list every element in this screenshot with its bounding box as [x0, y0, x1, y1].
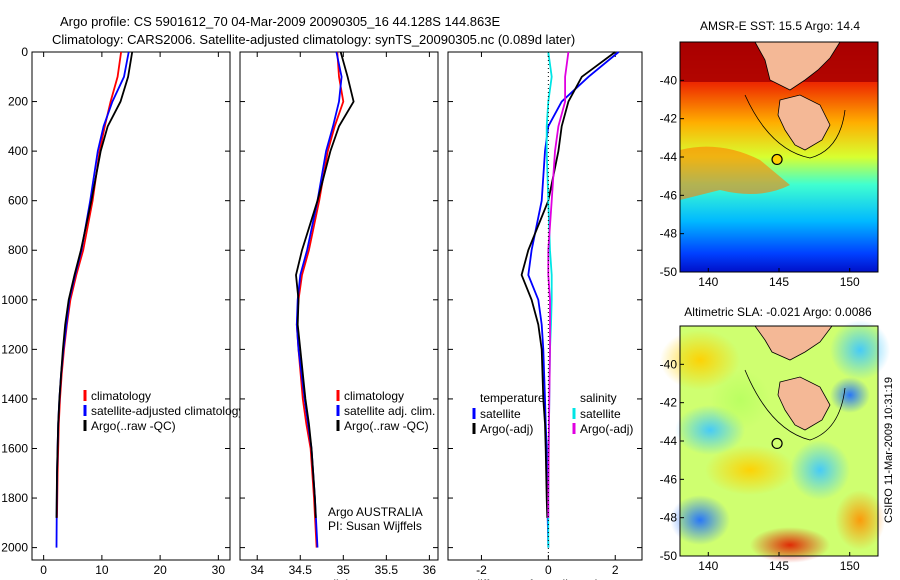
y-tick-label: 1800: [1, 491, 28, 505]
y-tick-label: -46: [660, 472, 678, 486]
legend-label: satellite: [580, 407, 621, 421]
x-tick-label: 0: [40, 563, 47, 577]
y-tick-label: 200: [8, 95, 28, 109]
x-axis-label: temperature: [99, 577, 164, 580]
y-tick-label: -42: [660, 112, 678, 126]
plot-frame: [447, 51, 643, 561]
salinity-panel: 34 34.5 35 35.5 36 salinity climatologysatelli…: [239, 51, 439, 580]
sst-front: [680, 146, 790, 200]
x-tick-label: 34: [251, 563, 265, 577]
sla-anomaly: [835, 490, 885, 550]
series-line-climatology: [295, 51, 345, 548]
y-tick-label: 2000: [1, 541, 28, 555]
x-tick-label: 150: [840, 559, 860, 573]
y-tick-label: -40: [660, 357, 678, 371]
y-tick-label: -40: [660, 73, 678, 87]
x-tick-label: 20: [153, 563, 167, 577]
y-tick-label: -50: [660, 265, 678, 279]
series-line-salinity-argo-adj-: [547, 51, 570, 518]
y-tick-label: -42: [660, 396, 678, 410]
sla-anomaly: [750, 527, 830, 563]
sla-map-title: Altimetric SLA: -0.021 Argo: 0.0086: [684, 305, 872, 319]
x-tick-label: 0: [545, 563, 552, 577]
isobath-line: [744, 369, 846, 441]
x-tick-label: 145: [769, 559, 789, 573]
island-shape: [777, 376, 831, 431]
x-tick-label: 36: [423, 563, 437, 577]
x-tick-label: 140: [698, 275, 718, 289]
x-tick-label: 34.5: [289, 563, 313, 577]
figure-title-line2: Climatology: CARS2006. Satellite-adjuste…: [52, 32, 575, 47]
y-tick-label: 1600: [1, 441, 28, 455]
temperature-panel: 0 10 20 30 0 200 400 600 800 1000 1200 1400 1600 1800…: [1, 45, 244, 580]
y-tick-label: -48: [660, 511, 678, 525]
difference-panel: -2 0 2difference from climatology temperatu…: [447, 51, 643, 580]
y-tick-label: -48: [660, 227, 678, 241]
series-line-argo-raw-qc-: [295, 51, 355, 518]
x-tick-label: 150: [840, 275, 860, 289]
sst-map-title: AMSR-E SST: 15.5 Argo: 14.4: [700, 19, 860, 33]
legend-label: satellite: [480, 407, 521, 421]
annotation-line: PI: Susan Wijffels: [328, 519, 422, 533]
y-tick-label: -44: [660, 150, 678, 164]
series-line-argo-raw-qc-: [55, 51, 134, 518]
y-tick-label: 1400: [1, 392, 28, 406]
mainland-shape: [754, 325, 833, 361]
plot-frame: [31, 51, 231, 561]
x-tick-label: 35: [337, 563, 351, 577]
x-tick-label: -2: [476, 563, 487, 577]
y-tick-label: 800: [8, 243, 28, 257]
y-tick-label: -44: [660, 434, 678, 448]
isobath-line: [744, 94, 846, 159]
y-tick-label: -50: [660, 549, 678, 563]
sla-anomaly: [705, 445, 795, 495]
side-stamp: CSIRO 11-Mar-2009 10:31:19: [883, 377, 895, 523]
sla-anomaly: [830, 320, 890, 380]
series-line-temperature-argo-adj-: [520, 51, 616, 518]
sla-anomaly: [670, 495, 730, 545]
legend-label: satellite-adjusted climatology: [91, 404, 244, 418]
x-tick-label: 30: [212, 563, 226, 577]
sla-map-panel: 140 145 150 -50 -48 -46 -44 -42 -40: [660, 320, 890, 573]
sla-anomaly: [710, 370, 770, 430]
legend-label: climatology: [91, 389, 151, 403]
argo-position-marker: [771, 153, 783, 166]
legend-group-title: temperature: [480, 391, 545, 405]
y-tick-label: 600: [8, 194, 28, 208]
y-tick-label: 1200: [1, 342, 28, 356]
x-axis-label: difference from climatology: [473, 577, 616, 580]
annotation-line: Argo AUSTRALIA: [328, 505, 423, 519]
sla-anomaly: [790, 440, 850, 500]
y-tick-label: 1000: [1, 293, 28, 307]
x-tick-label: 145: [769, 275, 789, 289]
x-tick-label: 10: [95, 563, 109, 577]
plot-frame: [239, 51, 439, 561]
figure-title-line1: Argo profile: CS 5901612_70 04-Mar-2009 …: [60, 14, 501, 29]
legend-label: Argo(-adj): [480, 422, 533, 436]
x-tick-label: 140: [698, 559, 718, 573]
mainland-shape: [754, 41, 841, 91]
y-tick-label: -46: [660, 188, 678, 202]
island-shape: [777, 94, 831, 151]
legend-label: climatology: [344, 389, 404, 403]
legend-label: Argo(..raw -QC): [344, 419, 429, 433]
legend-label: Argo(..raw -QC): [91, 419, 176, 433]
sst-map-panel: 140 145 150 -50 -48 -46 -44 -42 -40: [660, 41, 879, 289]
legend-group-title: salinity: [580, 391, 617, 405]
x-axis-label: salinity: [321, 577, 358, 580]
y-tick-label: 0: [21, 45, 28, 59]
x-tick-label: 2: [612, 563, 619, 577]
sla-anomaly: [830, 377, 870, 413]
x-tick-label: 35.5: [375, 563, 399, 577]
legend-label: Argo(-adj): [580, 422, 633, 436]
argo-position-marker: [771, 437, 783, 450]
legend-label: satellite adj. clim.: [344, 404, 435, 418]
y-tick-label: 400: [8, 144, 28, 158]
